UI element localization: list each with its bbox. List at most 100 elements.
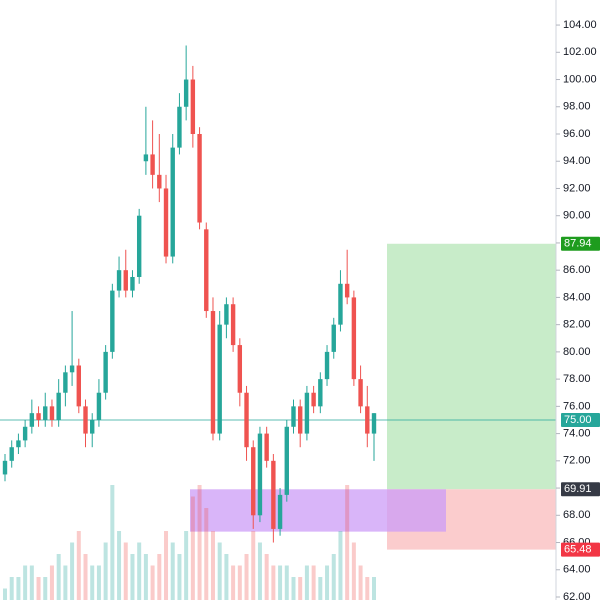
candle-body [271, 460, 276, 529]
y-tick-label: 62.00 [563, 591, 591, 600]
volume-bar [150, 565, 155, 600]
candle-body [22, 426, 28, 441]
candle-body [157, 174, 162, 189]
y-tick-label: 96.00 [563, 128, 591, 140]
y-tick-label: 76.00 [563, 400, 591, 412]
y-tick-label: 84.00 [563, 291, 591, 303]
candle-body [237, 345, 243, 393]
y-tick-label: 64.00 [563, 564, 591, 576]
y-tick-label: 94.00 [563, 155, 591, 167]
volume-bar [184, 531, 189, 600]
y-tick-label: 68.00 [563, 509, 591, 521]
candle-body [56, 392, 61, 420]
volume-bar [318, 577, 323, 600]
volume-bar [170, 542, 175, 600]
volume-bar [217, 542, 222, 600]
candle-body [217, 324, 222, 434]
candle-body [177, 106, 182, 148]
volume-bar [123, 542, 128, 600]
volume-bar [325, 565, 330, 600]
candle-body [2, 460, 8, 475]
volume-bar [63, 565, 68, 600]
volume-bar [143, 554, 148, 600]
candle-body [365, 406, 370, 434]
volume-bar [43, 577, 48, 600]
volume-bar [224, 554, 229, 600]
y-tick-label: 78.00 [563, 373, 591, 385]
candle-body [311, 392, 316, 407]
y-tick-label: 104.00 [563, 19, 597, 31]
volume-bar [76, 531, 81, 600]
volume-bar [190, 496, 195, 600]
candle-body [29, 413, 35, 427]
candle-body [36, 413, 41, 420]
price-label: 65.48 [564, 544, 592, 556]
candle-body [190, 79, 196, 134]
volume-bar [103, 542, 108, 600]
candle-body [163, 188, 169, 257]
candle-body [204, 229, 209, 312]
volume-bar [210, 531, 215, 600]
candle-body [284, 426, 289, 495]
volume-bar [23, 565, 28, 600]
volume-bar [110, 485, 115, 600]
candle-body [298, 406, 303, 434]
candle-body [116, 270, 122, 291]
candle-body [90, 419, 95, 434]
candle-body [318, 379, 323, 407]
candle-body [170, 147, 175, 257]
y-tick-label: 100.00 [563, 73, 597, 85]
y-tick-label: 72.00 [563, 455, 591, 467]
volume-bar [130, 554, 135, 600]
price-label: 69.91 [564, 483, 592, 495]
y-tick-label: 90.00 [563, 210, 591, 222]
volume-bar [96, 565, 101, 600]
volume-bar [197, 485, 202, 600]
candle-body [123, 270, 128, 291]
candle-body [351, 297, 357, 380]
candle-body [43, 406, 48, 420]
volume-bar [331, 554, 336, 600]
candle-body [257, 433, 263, 516]
y-tick-label: 82.00 [563, 319, 591, 331]
price-label: 87.94 [564, 238, 592, 250]
volume-bar [298, 577, 303, 600]
volume-bar [137, 542, 142, 600]
candle-body [9, 447, 14, 461]
volume-bar [70, 542, 75, 600]
volume-bar [231, 565, 236, 600]
volume-bar [90, 565, 95, 600]
volume-bar [49, 565, 54, 600]
candle-body [16, 440, 21, 448]
candle-body [136, 215, 142, 277]
price-label-box [561, 412, 600, 427]
candle-body [304, 392, 310, 434]
candle-body [110, 290, 115, 352]
candle-body [49, 406, 55, 420]
volume-bar [304, 565, 309, 600]
candle-body [277, 494, 283, 529]
volume-bar [271, 565, 276, 600]
price-axis [556, 0, 600, 600]
volume-bar [157, 554, 162, 600]
volume-bar [164, 531, 169, 600]
volume-bar [278, 565, 283, 600]
y-tick-label: 80.00 [563, 346, 591, 358]
volume-bar [3, 588, 7, 600]
volume-bar [204, 508, 209, 600]
zone [387, 243, 556, 490]
candle-body [143, 154, 149, 162]
candle-body [130, 276, 135, 291]
volume-bar [311, 565, 316, 600]
volume-bar [372, 577, 376, 600]
volume-bar [365, 577, 370, 600]
candle-body [76, 365, 81, 407]
volume-bar [83, 554, 88, 600]
candle-body [69, 365, 75, 373]
volume-bar [257, 542, 262, 600]
volume-bar [29, 565, 34, 600]
volume-bar [117, 531, 122, 600]
candle-body [83, 406, 88, 434]
candle-body [291, 406, 296, 427]
